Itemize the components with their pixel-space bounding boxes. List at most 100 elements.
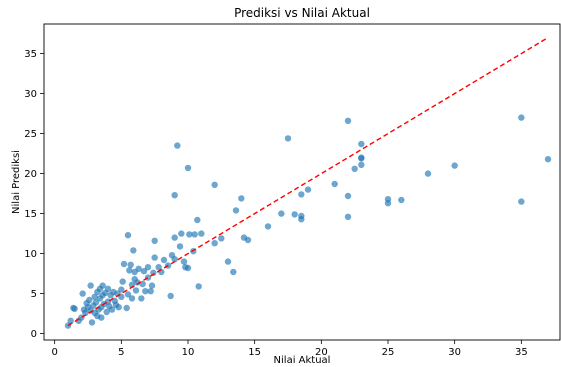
data-point bbox=[127, 261, 134, 268]
data-point bbox=[128, 295, 136, 302]
data-point bbox=[126, 267, 133, 274]
data-point bbox=[298, 191, 305, 198]
data-point bbox=[451, 162, 458, 169]
y-axis-label: Nilai Prediksi bbox=[11, 150, 22, 214]
data-point bbox=[108, 306, 116, 313]
x-tick-label: 20 bbox=[315, 347, 328, 358]
data-point bbox=[134, 279, 141, 286]
chart-title: Prediksi vs Nilai Aktual bbox=[234, 6, 370, 20]
data-point bbox=[344, 213, 352, 220]
data-point bbox=[358, 140, 365, 148]
data-point bbox=[211, 240, 218, 247]
data-point bbox=[284, 135, 292, 142]
data-point bbox=[92, 299, 100, 306]
data-point bbox=[160, 256, 168, 264]
data-point bbox=[155, 264, 162, 271]
data-point bbox=[67, 317, 74, 324]
data-point bbox=[171, 256, 178, 263]
data-point bbox=[184, 164, 192, 172]
data-point bbox=[151, 254, 158, 261]
x-tick-label: 10 bbox=[182, 347, 195, 358]
x-tick-label: 5 bbox=[118, 347, 124, 358]
data-point bbox=[180, 258, 188, 265]
data-point bbox=[358, 161, 365, 168]
data-point bbox=[264, 223, 272, 230]
data-point bbox=[194, 216, 201, 224]
data-point bbox=[331, 180, 338, 188]
data-point bbox=[118, 286, 125, 293]
data-point bbox=[130, 247, 137, 254]
data-point bbox=[140, 268, 148, 275]
data-point bbox=[424, 170, 432, 177]
data-point bbox=[518, 114, 525, 121]
y-tick-label: 35 bbox=[24, 49, 37, 60]
data-point bbox=[88, 319, 96, 326]
data-point bbox=[171, 192, 178, 199]
reference-line-layer bbox=[67, 36, 549, 327]
data-point bbox=[104, 285, 112, 292]
data-point bbox=[79, 290, 86, 297]
data-point bbox=[123, 304, 130, 312]
data-point bbox=[198, 230, 205, 237]
y-tick-label: 20 bbox=[24, 169, 37, 180]
data-point bbox=[174, 142, 181, 149]
y-tick-label: 15 bbox=[24, 209, 37, 220]
data-point bbox=[124, 232, 132, 239]
data-point bbox=[186, 231, 193, 238]
data-point bbox=[218, 235, 225, 242]
data-point bbox=[142, 288, 149, 295]
data-point bbox=[120, 260, 128, 268]
data-point bbox=[86, 296, 93, 304]
data-point bbox=[171, 234, 178, 241]
data-point bbox=[135, 265, 142, 272]
data-point bbox=[148, 282, 156, 289]
x-tick-label: 35 bbox=[515, 347, 528, 358]
data-point bbox=[71, 305, 78, 312]
data-point bbox=[167, 292, 174, 300]
x-tick-label: 15 bbox=[248, 347, 261, 358]
y-tick-label: 30 bbox=[24, 89, 37, 100]
data-point bbox=[211, 181, 218, 188]
data-point bbox=[103, 308, 110, 316]
data-point bbox=[91, 293, 98, 300]
data-point bbox=[98, 314, 105, 321]
data-point bbox=[384, 196, 392, 203]
data-point bbox=[278, 210, 285, 217]
data-point bbox=[151, 237, 158, 244]
data-point bbox=[119, 278, 126, 285]
x-axis-ticks: 0 5 10 15 20 25 30 35 bbox=[51, 340, 528, 358]
data-point bbox=[518, 198, 525, 205]
data-point bbox=[358, 154, 365, 161]
data-point bbox=[178, 230, 185, 237]
data-point bbox=[232, 207, 240, 214]
y-tick-label: 5 bbox=[31, 289, 37, 300]
data-point bbox=[147, 288, 154, 295]
data-point bbox=[132, 287, 140, 294]
x-tick-label: 30 bbox=[448, 347, 461, 358]
data-point bbox=[144, 274, 152, 281]
data-point bbox=[115, 304, 122, 311]
data-point bbox=[87, 282, 94, 289]
data-point bbox=[291, 211, 298, 218]
y-tick-label: 25 bbox=[24, 129, 37, 140]
x-tick-label: 0 bbox=[51, 347, 57, 358]
x-axis-label: Nilai Aktual bbox=[274, 355, 331, 366]
data-point bbox=[344, 117, 352, 125]
data-point bbox=[144, 264, 152, 271]
data-point bbox=[224, 258, 232, 265]
y-tick-label: 0 bbox=[31, 329, 37, 340]
data-point bbox=[150, 269, 157, 276]
data-point bbox=[238, 195, 245, 202]
reference-line bbox=[67, 36, 549, 327]
points-layer bbox=[64, 114, 552, 329]
data-point bbox=[176, 243, 184, 250]
data-point bbox=[230, 268, 237, 276]
data-point bbox=[124, 291, 132, 298]
y-axis-ticks: 0 5 10 15 20 25 30 35 bbox=[24, 49, 44, 340]
y-tick-label: 10 bbox=[24, 249, 37, 260]
data-point bbox=[184, 264, 192, 272]
x-tick-label: 25 bbox=[382, 347, 395, 358]
data-point bbox=[298, 216, 305, 223]
